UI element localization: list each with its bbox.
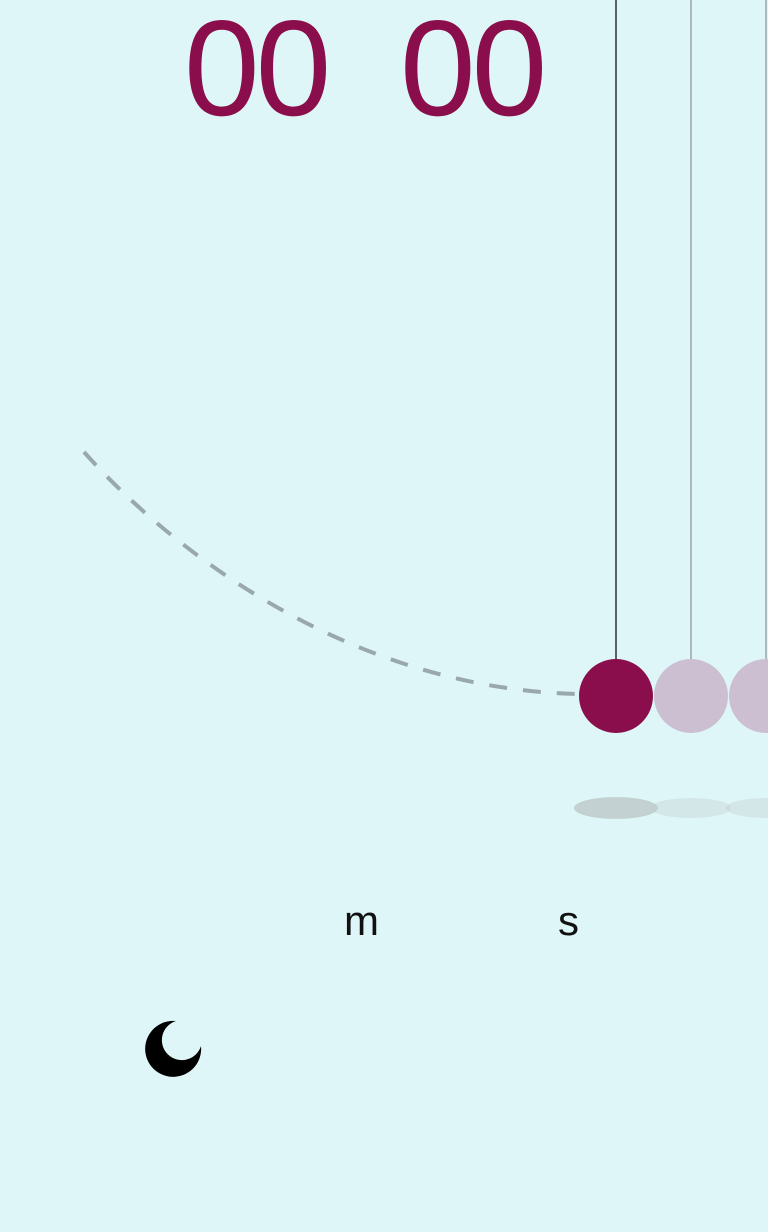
ball-shadow-2 xyxy=(651,798,731,818)
theme-toggle-button[interactable] xyxy=(142,1018,204,1080)
ball-shadow-3 xyxy=(726,798,768,818)
minutes-unit: m xyxy=(344,897,379,944)
minutes-value: 00 xyxy=(184,0,331,144)
swing-arc-path xyxy=(82,450,581,696)
seconds-unit: s xyxy=(558,897,579,944)
pendulum-ball-2 xyxy=(654,659,728,733)
seconds-value: 00 xyxy=(400,0,547,144)
moon-icon xyxy=(145,1020,202,1077)
ball-shadow-1 xyxy=(574,797,658,819)
timer-display xyxy=(0,820,768,960)
pendulum-ball-1 xyxy=(579,659,653,733)
pendulum-ball-3 xyxy=(729,659,768,733)
